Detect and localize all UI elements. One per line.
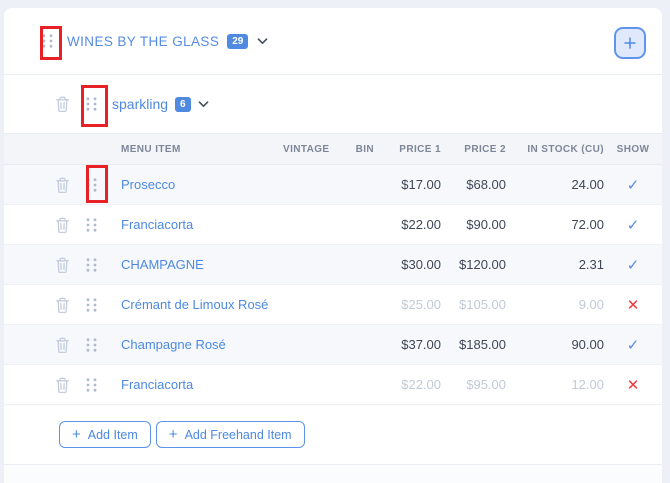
row-trash-icon[interactable] — [54, 296, 71, 314]
add-item-button[interactable]: + Add Item — [59, 421, 151, 448]
show-check-icon[interactable]: ✓ — [626, 176, 640, 194]
show-cross-icon[interactable]: ✕ — [626, 376, 640, 394]
row-trash-icon[interactable] — [54, 376, 71, 394]
col-header-vintage: VINTAGE — [283, 143, 330, 155]
menu-item-link[interactable]: Crémant de Limoux Rosé — [121, 297, 269, 312]
row-controls — [4, 336, 121, 354]
menu-item-link[interactable]: Prosecco — [121, 177, 176, 192]
show-check-icon[interactable]: ✓ — [626, 256, 640, 274]
stock-value: 9.00 — [578, 297, 604, 312]
table-row: Crémant de Limoux Rosé $25.00 $105.00 9.… — [4, 285, 662, 325]
price2-value: $185.00 — [459, 337, 506, 352]
table-row: Champagne Rosé $37.00 $185.00 90.00 ✓ — [4, 325, 662, 365]
stock-value: 12.00 — [571, 377, 604, 392]
table-row: Franciacorta $22.00 $90.00 72.00 ✓ — [4, 205, 662, 245]
add-freehand-item-button[interactable]: + Add Freehand Item — [155, 421, 305, 448]
row-drag-handle-icon[interactable] — [85, 297, 98, 313]
section-title-link[interactable]: WINES BY THE GLASS — [67, 33, 220, 49]
table-row: Prosecco $17.00 $68.00 24.00 ✓ — [4, 165, 662, 205]
subsection-title-link[interactable]: sparkling — [112, 96, 169, 112]
row-controls — [4, 176, 121, 194]
subsection-trash-icon[interactable] — [54, 95, 71, 113]
col-header-price1: PRICE 1 — [399, 143, 441, 155]
stock-value: 72.00 — [571, 217, 604, 232]
stock-value: 2.31 — [578, 257, 604, 272]
row-controls — [4, 376, 121, 394]
row-drag-handle-icon[interactable] — [85, 257, 98, 273]
price2-value: $95.00 — [466, 377, 506, 392]
col-header-bin: BIN — [355, 143, 374, 155]
price1-value: $22.00 — [401, 217, 441, 232]
row-drag-handle-icon[interactable] — [85, 337, 98, 353]
section-chevron-down-icon[interactable] — [257, 37, 268, 45]
price1-value: $17.00 — [401, 177, 441, 192]
row-drag-handle-icon[interactable] — [85, 217, 98, 233]
menu-item-link[interactable]: Franciacorta — [121, 377, 194, 392]
table-row: CHAMPAGNE $30.00 $120.00 2.31 ✓ — [4, 245, 662, 285]
price2-value: $120.00 — [459, 257, 506, 272]
table-row: Franciacorta $22.00 $95.00 12.00 ✕ — [4, 365, 662, 405]
add-freehand-item-label: Add Freehand Item — [184, 427, 292, 442]
menu-item-link[interactable]: Champagne Rosé — [121, 337, 226, 352]
show-check-icon[interactable]: ✓ — [626, 216, 640, 234]
price1-value: $25.00 — [401, 297, 441, 312]
row-controls — [4, 256, 121, 274]
subsection-header: sparkling 6 — [4, 75, 662, 133]
col-header-menu-item: MENU ITEM — [121, 143, 181, 155]
menu-section-card: WINES BY THE GLASS 29 — [4, 8, 662, 483]
row-trash-icon[interactable] — [54, 176, 71, 194]
price2-value: $105.00 — [459, 297, 506, 312]
row-controls — [4, 216, 121, 234]
row-trash-icon[interactable] — [54, 336, 71, 354]
price1-value: $30.00 — [401, 257, 441, 272]
price2-value: $68.00 — [466, 177, 506, 192]
row-trash-icon[interactable] — [54, 256, 71, 274]
table-header-row: MENU ITEM VINTAGE BIN PRICE 1 PRICE 2 IN… — [4, 133, 662, 165]
row-trash-icon[interactable] — [54, 216, 71, 234]
section-header: WINES BY THE GLASS 29 — [4, 8, 662, 75]
section-drag-handle-icon[interactable] — [41, 33, 54, 49]
menu-item-link[interactable]: Franciacorta — [121, 217, 194, 232]
show-check-icon[interactable]: ✓ — [626, 336, 640, 354]
plus-icon: + — [72, 426, 81, 443]
table-footer: + Add Item + Add Freehand Item — [4, 405, 662, 465]
subsection-drag-handle-icon[interactable] — [85, 96, 98, 112]
show-cross-icon[interactable]: ✕ — [626, 296, 640, 314]
section-count-badge: 29 — [227, 33, 249, 49]
price1-value: $37.00 — [401, 337, 441, 352]
table-body: Prosecco $17.00 $68.00 24.00 ✓ — [4, 165, 662, 405]
col-header-show: SHOW — [616, 143, 650, 155]
row-drag-handle-icon[interactable] — [85, 377, 98, 393]
col-header-in-stock: IN STOCK (CU) — [527, 143, 604, 155]
col-header-price2: PRICE 2 — [464, 143, 506, 155]
subsection-chevron-down-icon[interactable] — [198, 100, 209, 108]
stock-value: 24.00 — [571, 177, 604, 192]
plus-icon: + — [168, 426, 178, 443]
add-item-label: Add Item — [87, 427, 138, 442]
next-section-strip — [4, 465, 662, 483]
menu-item-link[interactable]: CHAMPAGNE — [121, 257, 204, 272]
add-section-button[interactable] — [614, 27, 646, 59]
stock-value: 90.00 — [571, 337, 604, 352]
row-drag-handle-icon[interactable] — [85, 177, 98, 193]
price1-value: $22.00 — [401, 377, 441, 392]
row-controls — [4, 296, 121, 314]
subsection-count-badge: 6 — [175, 96, 191, 112]
price2-value: $90.00 — [466, 217, 506, 232]
